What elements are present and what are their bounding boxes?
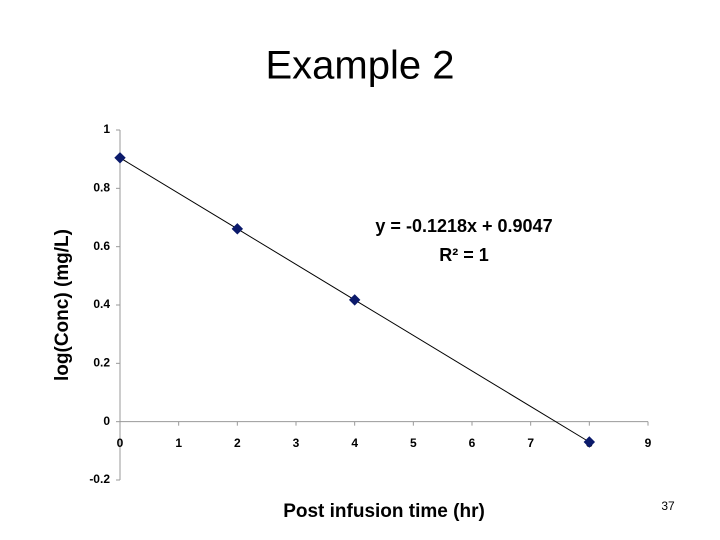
trendline [119,157,590,443]
y-tick-label: -0.2 [89,472,110,486]
x-tick-label: 5 [410,436,417,450]
x-tick-label: 0 [117,436,124,450]
data-point [231,223,244,235]
x-tick-label: 1 [175,436,182,450]
x-tick-label: 3 [293,436,300,450]
y-tick-label: 1 [103,122,110,136]
y-tick-label: 0.2 [93,356,110,370]
x-tick-label: 2 [234,436,241,450]
y-tick-label: 0 [103,414,110,428]
x-tick-label: 4 [351,436,358,450]
x-axis-label: Post infusion time (hr) [283,501,485,522]
data-point [583,436,596,448]
x-tick-label: 6 [469,436,476,450]
chart-title: Example 2 [266,44,455,88]
y-tick-label: 0.8 [93,181,110,195]
x-tick-label: 9 [645,436,652,450]
equation: y = -0.1218x + 0.9047 [375,216,552,236]
y-tick-label: 0.4 [93,297,110,311]
r-squared: R² = 1 [439,245,489,265]
y-axis-label: log(Conc) (mg/L) [52,229,73,381]
data-point [114,152,126,164]
data-point [348,294,361,306]
y-tick-label: 0.6 [93,239,110,253]
x-tick-label: 7 [527,436,534,450]
page-number: 37 [661,499,675,513]
